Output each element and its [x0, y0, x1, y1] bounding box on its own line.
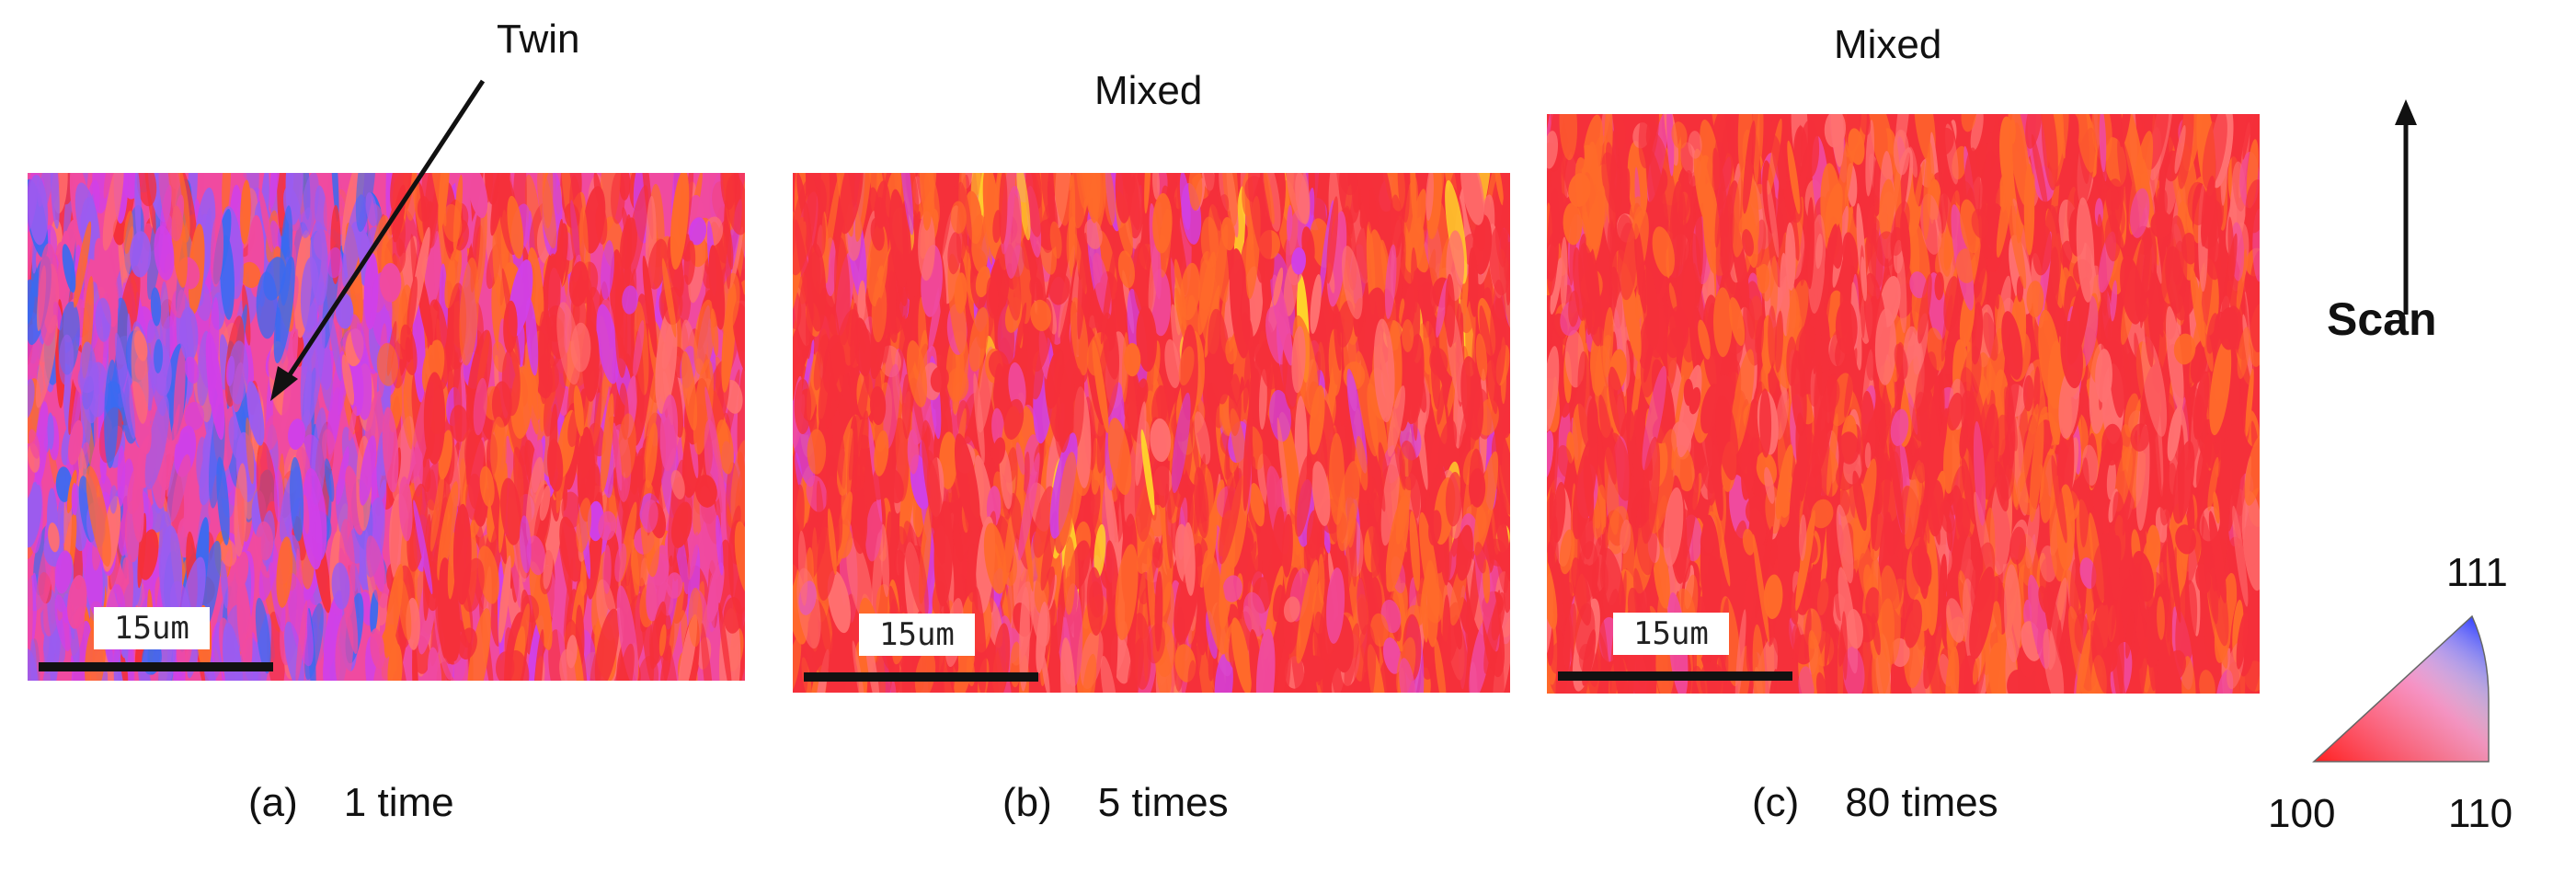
caption-tag: (a)	[248, 780, 298, 825]
mixed-label-c: Mixed	[1834, 22, 1942, 67]
caption-c: (c) 80 times	[1752, 780, 1998, 826]
ipf-key-111-label: 111	[2446, 550, 2508, 595]
twin-arrow-icon	[270, 79, 486, 401]
scale-bar-line	[804, 672, 1038, 682]
caption-tag: (b)	[1002, 780, 1052, 825]
scale-bar-label: 15um	[859, 614, 975, 656]
scale-bar-b: 15um	[793, 614, 1041, 693]
caption-b: (b) 5 times	[1002, 780, 1229, 826]
scan-label: Scan	[2327, 293, 2437, 345]
ipf-key-110-label: 110	[2448, 791, 2513, 836]
caption-text: 80 times	[1845, 780, 1998, 825]
ipf-map-b	[793, 173, 1510, 693]
caption-text: 1 time	[343, 780, 454, 825]
ipf-map-c	[1547, 114, 2260, 694]
ipf-map-a	[28, 173, 745, 681]
scale-bar-a: 15um	[28, 607, 276, 681]
caption-tag: (c)	[1752, 780, 1800, 825]
mixed-label-b: Mixed	[1094, 68, 1203, 113]
twin-annotation: Twin	[497, 17, 580, 62]
scale-bar-c: 15um	[1547, 613, 1795, 694]
ipf-color-key-icon	[2312, 614, 2490, 763]
scale-bar-line	[39, 662, 273, 671]
up-arrow-icon	[2395, 99, 2417, 315]
caption-a: (a) 1 time	[248, 780, 454, 826]
scale-bar-line	[1558, 671, 1792, 681]
scale-bar-label: 15um	[1613, 613, 1729, 655]
ipf-key-100-label: 100	[2268, 791, 2336, 836]
caption-text: 5 times	[1097, 780, 1229, 825]
scale-bar-label: 15um	[94, 607, 210, 649]
